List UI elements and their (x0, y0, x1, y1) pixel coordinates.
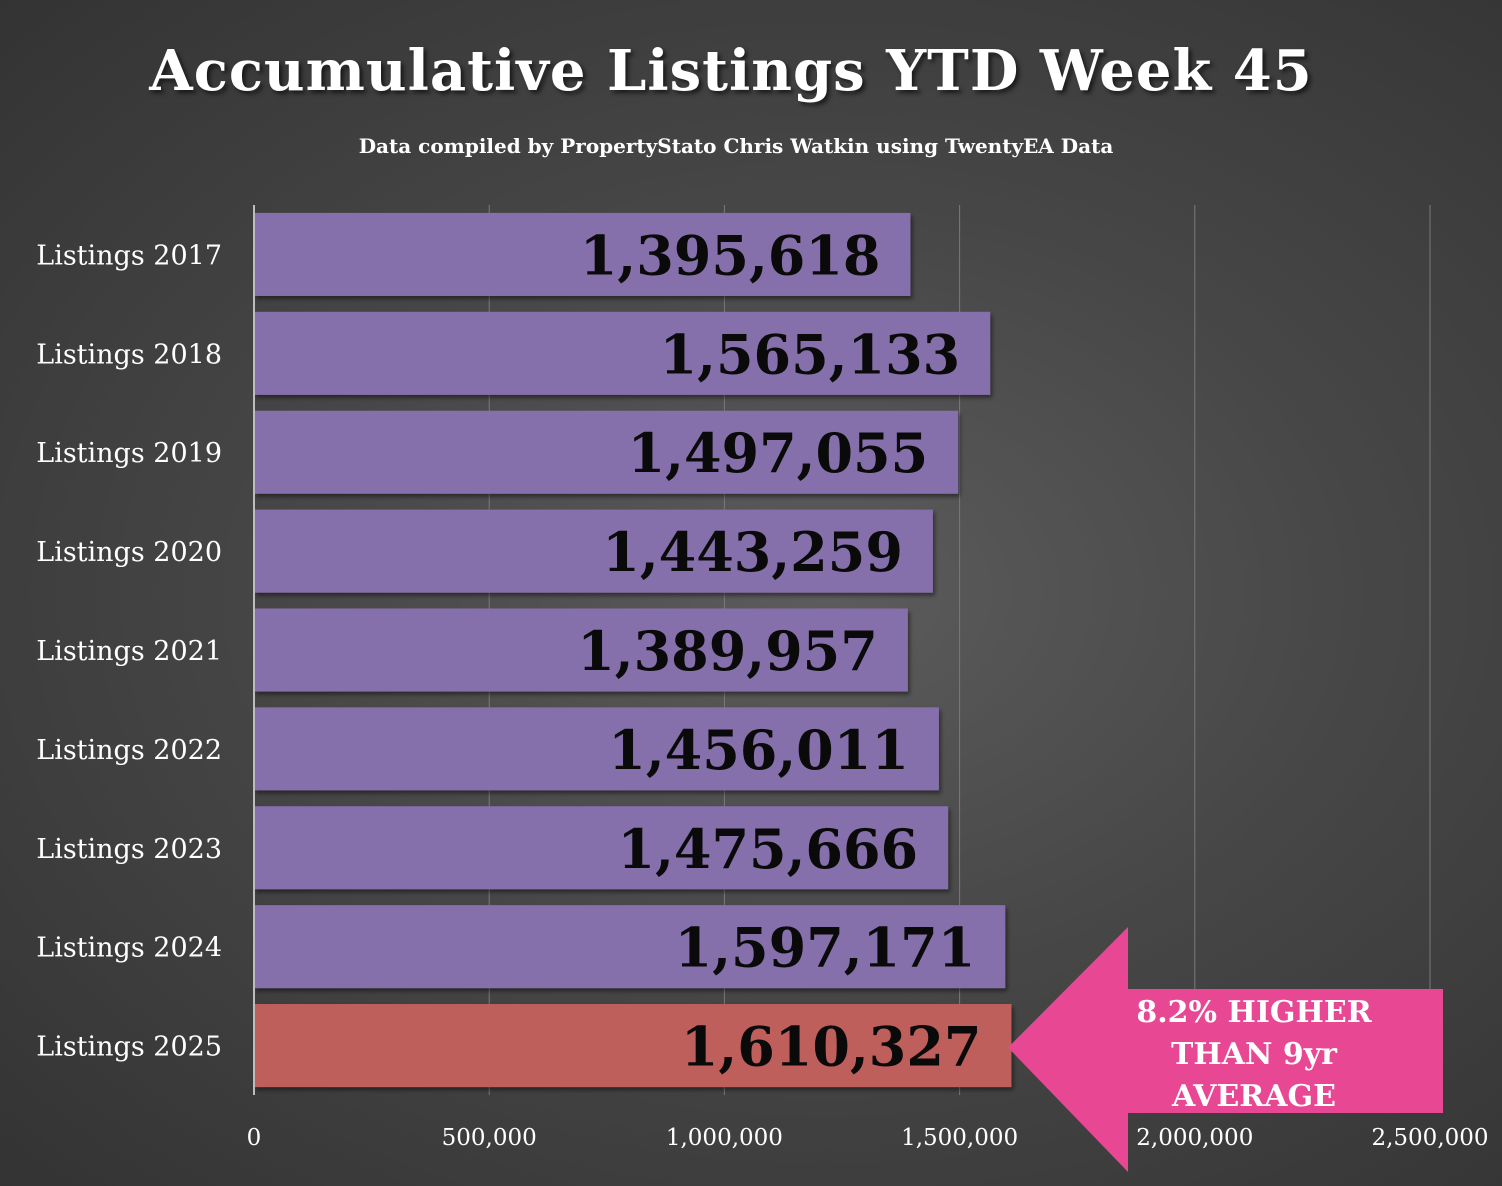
bar (254, 212, 911, 296)
left-arrow-callout-icon (1008, 927, 1443, 1172)
bar (254, 707, 939, 791)
callout-text-line: THAN 9yr (1171, 1037, 1338, 1072)
bars (254, 212, 1012, 1088)
category-label: Listings 2019 (36, 438, 222, 469)
category-label: Listings 2018 (36, 339, 222, 370)
bar (254, 311, 991, 395)
bar (254, 509, 933, 593)
bar (254, 1004, 1012, 1088)
callout-text-line: 8.2% HIGHER (1136, 995, 1372, 1030)
category-label: Listings 2021 (36, 636, 222, 667)
data-label: 1,597,171 (675, 916, 976, 980)
chart-subtitle: Data compiled by PropertyStato Chris Wat… (358, 134, 1114, 158)
data-label: 1,395,618 (580, 223, 881, 287)
bar (254, 410, 959, 494)
data-label: 1,389,957 (577, 619, 878, 683)
data-label: 1,565,133 (660, 322, 961, 386)
data-label: 1,497,055 (628, 421, 929, 485)
category-label: Listings 2024 (36, 933, 222, 964)
x-tick-label: 0 (247, 1125, 262, 1151)
category-label: Listings 2023 (36, 834, 222, 865)
category-label: Listings 2022 (36, 735, 222, 766)
category-label: Listings 2017 (36, 240, 222, 271)
data-label: 1,610,327 (681, 1015, 982, 1079)
x-tick-label: 1,500,000 (901, 1125, 1018, 1151)
labels: Listings 2017 1,395,618 Listings 2018 1,565… (36, 223, 981, 1078)
data-label: 1,443,259 (602, 520, 903, 584)
bar (254, 806, 949, 890)
axes: 0 500,000 1,000,000 1,500,000 2,000,000 2,500… (247, 205, 1489, 1151)
callout: 8.2% HIGHER THAN 9yr AVERAGE (1008, 927, 1443, 1172)
data-label: 1,475,666 (618, 817, 919, 881)
x-tick-label: 1,000,000 (666, 1125, 783, 1151)
bar (254, 608, 908, 692)
x-tick-label: 2,500,000 (1371, 1125, 1488, 1151)
data-label: 1,456,011 (608, 718, 909, 782)
bar (254, 905, 1006, 989)
x-tick-label: 2,000,000 (1136, 1125, 1253, 1151)
chart-title: Accumulative Listings YTD Week 45 (149, 38, 1313, 104)
category-label: Listings 2025 (36, 1032, 222, 1063)
callout-text-line: AVERAGE (1171, 1079, 1336, 1114)
x-tick-label: 500,000 (442, 1125, 537, 1151)
category-label: Listings 2020 (36, 537, 222, 568)
